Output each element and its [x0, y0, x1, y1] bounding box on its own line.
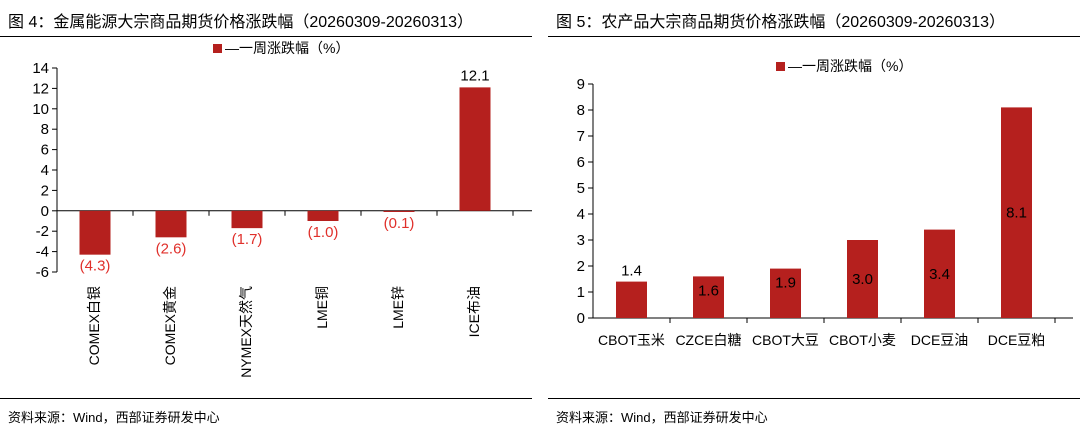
legend-label: —一周涨跌幅（%） — [788, 58, 912, 74]
y-tick-label: 0 — [577, 310, 585, 327]
y-tick-label: 9 — [577, 76, 585, 93]
bar — [924, 229, 955, 318]
category-label: COMEX黄金 — [162, 286, 178, 365]
bar — [231, 210, 263, 229]
metals-energy-bar-chart: -6 -4 -2 0 2 4 6 8 10 12 14 (4.3) COMEX白银 (2.6) COMEX黄… — [32, 40, 532, 378]
data-label: (1.0) — [308, 224, 339, 241]
category-label: CBOT玉米 — [598, 332, 665, 348]
y-tick-label: 4 — [577, 206, 585, 223]
data-label: (2.6) — [156, 240, 187, 257]
bar — [770, 268, 801, 318]
category-label: CBOT大豆 — [752, 332, 819, 348]
y-tick-label: 10 — [32, 101, 49, 118]
figure-5-source: 资料来源：Wind，西部证券研发中心 — [556, 410, 768, 425]
category-label: COMEX白银 — [86, 286, 102, 365]
y-tick-label: 5 — [577, 180, 585, 197]
figure-5-panel: 图 5：农产品大宗商品期货价格涨跌幅（20260309-20260313） 0 1… — [548, 0, 1080, 433]
y-tick-label: 12 — [32, 80, 49, 97]
data-label: 12.1 — [460, 67, 489, 84]
y-tick-label: 8 — [41, 121, 49, 138]
y-tick-label: 7 — [577, 128, 585, 145]
legend-swatch — [213, 44, 222, 53]
data-label: 1.9 — [775, 275, 796, 292]
y-tick-label: 8 — [577, 102, 585, 119]
bar — [616, 281, 647, 318]
category-label: CBOT小麦 — [829, 332, 896, 348]
bar — [459, 87, 491, 211]
figure-4-panel: 图 4：金属能源大宗商品期货价格涨跌幅（20260309-20260313） -… — [0, 0, 532, 433]
y-tick-label: -6 — [36, 264, 49, 281]
y-tick-label: 14 — [32, 60, 49, 77]
figure-4-top-rule — [0, 36, 532, 37]
figure-5-top-rule — [548, 36, 1080, 37]
agricultural-bar-chart: 0 1 2 3 4 5 6 7 8 9 1.4 CBOT玉米 1.6 CZCE白糖 1.9 CBOT大豆 3.0… — [577, 58, 1073, 348]
figure-5-title: 图 5：农产品大宗商品期货价格涨跌幅（20260309-20260313） — [556, 14, 1006, 31]
category-label: LME锌 — [390, 286, 406, 329]
figure-5-bottom-rule — [548, 398, 1080, 399]
y-tick-label: -2 — [36, 223, 49, 240]
data-label: 8.1 — [1006, 205, 1027, 222]
category-label: NYMEX天然气 — [238, 286, 254, 378]
data-label: (1.7) — [232, 231, 263, 248]
y-tick-label: 2 — [577, 258, 585, 275]
bar — [847, 240, 878, 318]
data-label: 1.6 — [698, 282, 719, 299]
figure-4-source: 资料来源：Wind，西部证券研发中心 — [8, 410, 220, 425]
data-label: 3.4 — [929, 266, 950, 283]
figure-4-title: 图 4：金属能源大宗商品期货价格涨跌幅（20260309-20260313） — [8, 14, 474, 31]
data-label: (0.1) — [384, 215, 415, 232]
figure-4-bottom-rule — [0, 398, 532, 399]
y-tick-label: 2 — [41, 182, 49, 199]
category-label: DCE豆油 — [911, 332, 969, 348]
y-tick-label: 6 — [577, 154, 585, 171]
legend-label: —一周涨跌幅（%） — [225, 40, 349, 56]
y-tick-label: 4 — [41, 162, 49, 179]
bar — [693, 276, 724, 318]
y-tick-label: 6 — [41, 142, 49, 159]
data-label: (4.3) — [80, 258, 111, 275]
bar — [383, 210, 415, 212]
category-label: DCE豆粕 — [988, 332, 1046, 348]
category-label: LME铜 — [314, 286, 330, 329]
y-tick-label: 3 — [577, 232, 585, 249]
y-tick-label: 1 — [577, 284, 585, 301]
data-label: 3.0 — [852, 271, 873, 288]
y-tick-label: -4 — [36, 244, 49, 261]
legend-swatch — [776, 62, 785, 71]
category-label: ICE布油 — [466, 286, 482, 337]
bar — [307, 210, 339, 221]
bar — [79, 210, 111, 255]
category-label: CZCE白糖 — [675, 332, 741, 348]
bar — [1001, 107, 1032, 319]
bar — [155, 210, 187, 238]
y-tick-label: 0 — [41, 203, 49, 220]
data-label: 1.4 — [621, 263, 642, 280]
